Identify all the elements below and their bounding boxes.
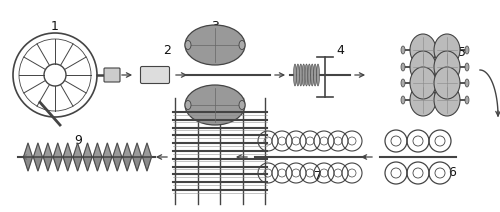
Polygon shape: [122, 157, 132, 171]
Polygon shape: [24, 143, 32, 157]
Ellipse shape: [185, 100, 191, 110]
Polygon shape: [103, 157, 112, 171]
Polygon shape: [73, 143, 82, 157]
Ellipse shape: [239, 40, 245, 49]
Ellipse shape: [185, 25, 245, 65]
Polygon shape: [122, 143, 132, 157]
Ellipse shape: [299, 64, 302, 86]
Polygon shape: [83, 143, 92, 157]
Ellipse shape: [410, 34, 436, 66]
Polygon shape: [93, 143, 102, 157]
Text: 6: 6: [448, 166, 456, 179]
Ellipse shape: [239, 100, 245, 110]
Ellipse shape: [311, 64, 314, 86]
Polygon shape: [93, 157, 102, 171]
Text: 4: 4: [336, 43, 344, 57]
Ellipse shape: [410, 67, 436, 99]
Polygon shape: [34, 157, 42, 171]
Polygon shape: [63, 143, 72, 157]
Polygon shape: [53, 157, 62, 171]
Ellipse shape: [434, 51, 460, 83]
Polygon shape: [103, 143, 112, 157]
Ellipse shape: [308, 64, 311, 86]
Ellipse shape: [401, 46, 405, 54]
Polygon shape: [53, 143, 62, 157]
Ellipse shape: [465, 79, 469, 87]
Polygon shape: [63, 157, 72, 171]
Ellipse shape: [401, 79, 405, 87]
Text: 7: 7: [314, 170, 322, 184]
Polygon shape: [44, 143, 52, 157]
Ellipse shape: [465, 46, 469, 54]
Polygon shape: [142, 157, 152, 171]
Ellipse shape: [316, 64, 320, 86]
Ellipse shape: [314, 64, 316, 86]
Ellipse shape: [401, 63, 405, 71]
Ellipse shape: [185, 40, 191, 49]
Polygon shape: [34, 143, 42, 157]
Ellipse shape: [465, 63, 469, 71]
Text: 9: 9: [74, 134, 82, 146]
Text: 5: 5: [458, 46, 466, 59]
Polygon shape: [113, 143, 122, 157]
Polygon shape: [142, 143, 152, 157]
Ellipse shape: [434, 67, 460, 99]
Ellipse shape: [434, 84, 460, 116]
Polygon shape: [132, 157, 141, 171]
Ellipse shape: [465, 96, 469, 104]
Ellipse shape: [410, 84, 436, 116]
Ellipse shape: [185, 85, 245, 125]
Text: 2: 2: [163, 43, 171, 57]
Ellipse shape: [305, 64, 308, 86]
Polygon shape: [73, 157, 82, 171]
Ellipse shape: [401, 96, 405, 104]
FancyBboxPatch shape: [140, 67, 170, 84]
FancyBboxPatch shape: [104, 68, 120, 82]
Polygon shape: [24, 157, 32, 171]
Ellipse shape: [294, 64, 296, 86]
Text: 3: 3: [211, 21, 219, 33]
Polygon shape: [44, 157, 52, 171]
Text: 1: 1: [51, 21, 59, 33]
Polygon shape: [113, 157, 122, 171]
Ellipse shape: [302, 64, 305, 86]
Ellipse shape: [434, 34, 460, 66]
Polygon shape: [132, 143, 141, 157]
Polygon shape: [83, 157, 92, 171]
Ellipse shape: [296, 64, 300, 86]
Text: 8: 8: [218, 98, 226, 110]
Ellipse shape: [410, 51, 436, 83]
